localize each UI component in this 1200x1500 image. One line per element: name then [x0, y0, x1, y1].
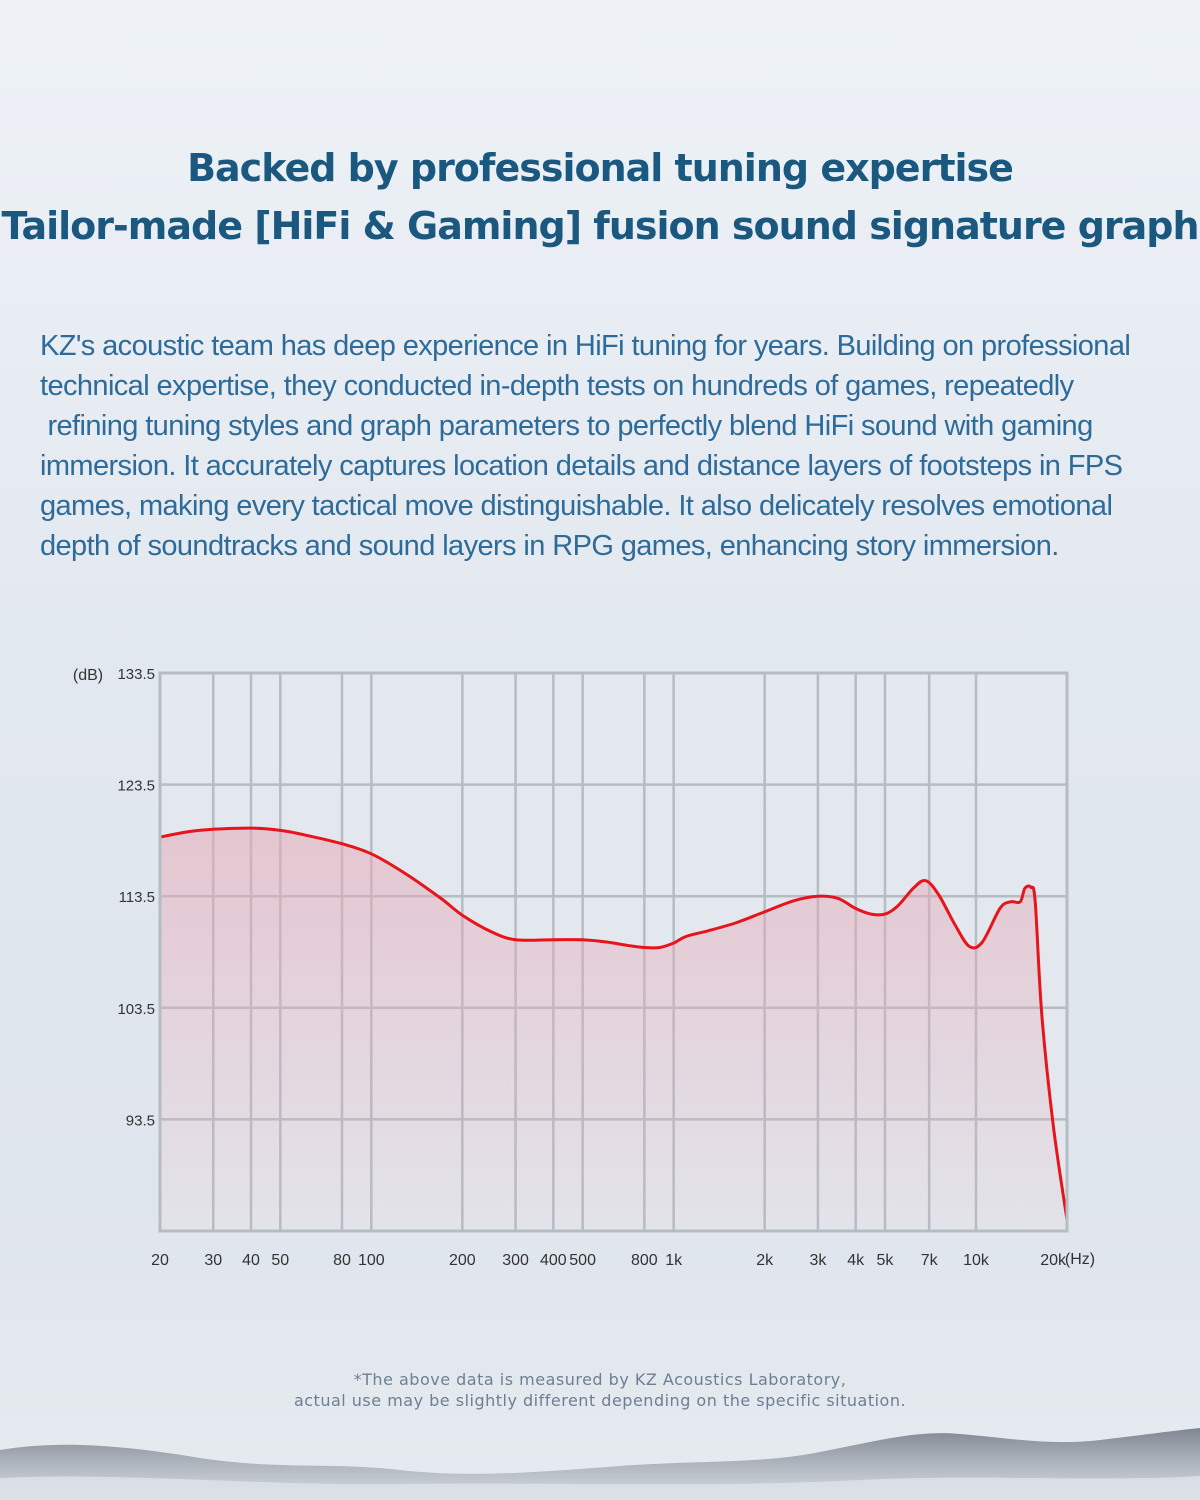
heading-line-1: Backed by professional tuning expertise	[187, 146, 1014, 190]
y-tick-label: 113.5	[119, 889, 155, 906]
x-tick-label: 7k	[921, 1252, 939, 1269]
x-tick-label: 800	[631, 1252, 658, 1269]
x-tick-label: 2k	[756, 1252, 774, 1269]
response-curve	[158, 826, 1069, 1222]
disclaimer-line-2: actual use may be slightly different dep…	[293, 1391, 907, 1410]
y-axis-unit-label: (dB)	[73, 667, 103, 684]
description-line: refining tuning styles and graph paramet…	[40, 410, 1093, 442]
y-axis-tick-labels: 133.5 123.5 113.5 103.5 93.5	[117, 666, 155, 1129]
description-line: immersion. It accurately captures locati…	[40, 450, 1123, 482]
x-tick-label: 200	[449, 1252, 476, 1269]
heading-line-2: Tailor-made [HiFi & Gaming] fusion sound…	[1, 204, 1199, 248]
x-tick-label: 5k	[877, 1252, 895, 1269]
x-tick-label: 20k	[1040, 1252, 1067, 1269]
x-tick-label: 30	[204, 1252, 222, 1269]
description-line: depth of soundtracks and sound layers in…	[40, 530, 1059, 562]
plot-frame	[158, 671, 1069, 1233]
response-area-fill	[160, 828, 1067, 1231]
x-tick-label: 80	[333, 1252, 351, 1269]
y-tick-label: 103.5	[117, 1001, 155, 1018]
x-tick-label: 100	[358, 1252, 385, 1269]
x-tick-label: 50	[271, 1252, 289, 1269]
y-tick-label: 133.5	[117, 666, 155, 683]
x-tick-label: 500	[569, 1252, 596, 1269]
x-tick-label: 400	[540, 1252, 567, 1269]
x-tick-label: 300	[502, 1252, 529, 1269]
mountain-silhouette-decoration	[0, 1428, 1200, 1500]
x-axis-tick-labels: 20 30 40 50 80 100 200 300 400 500 800 1k 2k 3k 4k 5k 7k…	[151, 1252, 1067, 1269]
y-tick-label: 123.5	[117, 778, 155, 795]
description-line: technical expertise, they conducted in-d…	[40, 370, 1074, 402]
x-tick-label: 10k	[963, 1252, 990, 1269]
description-line: games, making every tactical move distin…	[40, 490, 1113, 522]
x-tick-label: 20	[151, 1252, 169, 1269]
y-tick-label: 93.5	[126, 1112, 155, 1129]
description-line: KZ's acoustic team has deep experience i…	[40, 330, 1131, 362]
description-paragraph: KZ's acoustic team has deep experience i…	[40, 326, 1180, 566]
x-axis-unit-label: (Hz)	[1065, 1251, 1095, 1268]
x-tick-label: 1k	[665, 1252, 683, 1269]
x-tick-label: 4k	[847, 1252, 865, 1269]
disclaimer-line-1: *The above data is measured by KZ Acoust…	[353, 1370, 847, 1389]
x-tick-label: 3k	[809, 1252, 827, 1269]
x-tick-label: 40	[242, 1252, 260, 1269]
